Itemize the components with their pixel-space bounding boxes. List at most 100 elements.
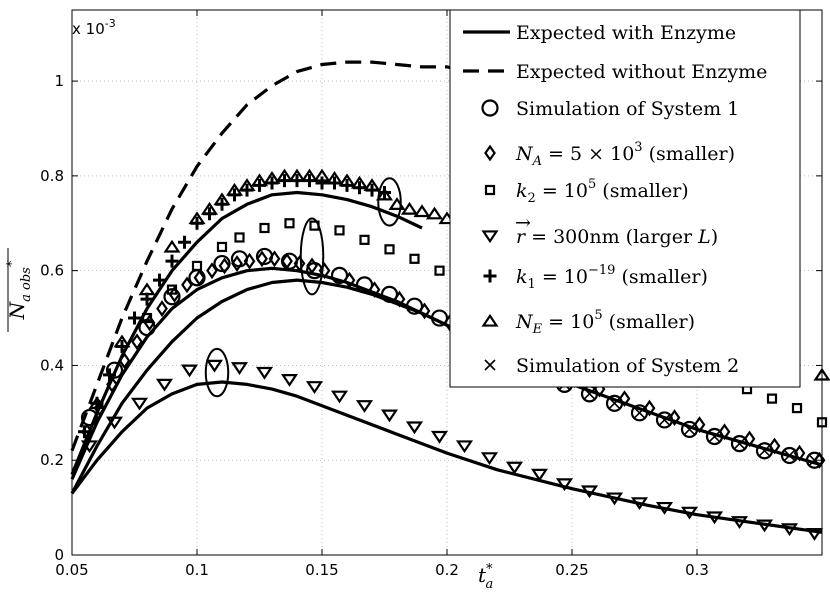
legend: Expected with Enzyme Expected without Enz…	[449, 9, 801, 388]
y-tick-label: 0.6	[40, 262, 64, 280]
series-line-expected-n-e-10-5	[70, 190, 423, 476]
data-point-r-300nm-larger-l	[180, 364, 199, 378]
data-point-n-e-10-5-smaller	[238, 178, 256, 191]
data-point-r-300nm-larger-l	[355, 400, 374, 413]
x-tick-label: 0.25	[555, 561, 588, 579]
data-point-k-2-10-5-smaller	[409, 253, 420, 264]
data-point-n-a-5-10-3-smaller	[618, 390, 631, 408]
data-point-k-2-10-5-smaller	[141, 312, 153, 324]
legend-label-expected-with-enzyme: Expected with Enzyme	[516, 22, 736, 44]
data-point-n-e-10-5-smaller	[313, 168, 331, 182]
data-point-n-a-5-10-3-smaller	[793, 444, 806, 462]
x-tick-label: 0.15	[305, 561, 338, 579]
data-point-k-2-10-5-smaller	[234, 232, 245, 243]
legend-circle-marker	[481, 99, 499, 117]
data-point-n-a-5-10-3-smaller	[643, 399, 656, 417]
legend-label-expected-without-enzyme: Expected without Enzyme	[516, 61, 767, 83]
data-point-n-a-5-10-3-smaller	[131, 333, 143, 351]
legend-x-marker	[484, 359, 496, 371]
data-point-r-300nm-larger-l	[155, 378, 174, 392]
legend-label-r: r = 300nm (larger L)	[516, 226, 718, 248]
data-point-k-1-10-19-smaller	[178, 235, 191, 249]
data-point-n-e-10-5-smaller	[113, 334, 131, 348]
data-point-simulation-of-system-2	[658, 414, 671, 426]
data-point-n-a-5-10-3-smaller	[768, 437, 781, 455]
data-point-n-e-10-5-smaller	[413, 204, 431, 218]
data-point-r-300nm-larger-l	[480, 452, 499, 466]
legend-triangle-down-marker	[481, 230, 499, 244]
legend-box	[449, 9, 801, 388]
data-point-k-2-10-5-smaller	[791, 402, 803, 414]
data-point-n-a-5-10-3-smaller	[118, 352, 131, 370]
data-point-n-e-10-5-smaller	[288, 168, 306, 182]
data-point-n-e-10-5-smaller	[200, 201, 219, 215]
data-point-n-a-5-10-3-smaller	[193, 269, 206, 287]
data-point-simulation-of-system-1	[105, 361, 124, 379]
data-point-r-300nm-larger-l	[805, 528, 824, 541]
data-point-n-a-5-10-3-smaller	[281, 252, 293, 270]
data-point-n-a-5-10-3-smaller	[218, 257, 231, 275]
data-point-k-2-10-5-smaller	[216, 241, 228, 253]
data-point-n-e-10-5-smaller	[338, 173, 356, 187]
data-point-r-300nm-larger-l	[80, 440, 99, 454]
data-point-r-300nm-larger-l	[130, 397, 149, 411]
legend-label-simulation-system-2: Simulation of System 2	[516, 355, 739, 377]
data-point-r-300nm-larger-l	[605, 492, 624, 506]
data-point-k-1-10-19-smaller	[103, 368, 116, 382]
x-axis-label: t* a	[478, 562, 493, 592]
data-point-n-e-10-5-smaller	[363, 178, 381, 191]
data-point-simulation-of-system-2	[733, 438, 746, 450]
data-point-n-e-10-5-smaller	[250, 173, 269, 187]
y-tick-label: 0	[54, 546, 64, 564]
data-point-n-a-5-10-3-smaller	[668, 409, 681, 426]
data-point-r-300nm-larger-l	[680, 506, 699, 520]
data-point-r-300nm-larger-l	[430, 430, 449, 444]
data-point-n-e-10-5-smaller	[225, 182, 244, 196]
data-point-k-2-10-5-smaller	[259, 222, 270, 234]
data-point-k-2-10-5-smaller	[166, 284, 178, 295]
x-tick-label: 0.05	[55, 561, 88, 579]
x-tick-label: 0.3	[685, 561, 709, 579]
data-point-simulation-of-system-1	[80, 408, 99, 427]
data-point-n-a-5-10-3-smaller	[368, 281, 381, 299]
data-point-k-2-10-5-smaller	[284, 218, 295, 229]
data-point-simulation-of-system-2	[708, 430, 721, 443]
y-tick-label: 0.4	[40, 356, 64, 374]
data-point-r-300nm-larger-l	[205, 359, 224, 373]
legend-label-ne: NE = 105 (smaller)	[515, 308, 695, 337]
data-point-k-2-10-5-smaller	[766, 393, 778, 404]
data-point-n-a-5-10-3-smaller	[743, 430, 756, 448]
data-point-k-2-10-5-smaller	[191, 260, 203, 272]
data-point-n-a-5-10-3-smaller	[168, 285, 181, 303]
data-point-simulation-of-system-2	[683, 423, 696, 435]
data-point-n-a-5-10-3-smaller	[143, 314, 156, 332]
annotation-ellipse	[377, 177, 402, 227]
data-point-k-2-10-5-smaller	[384, 244, 395, 255]
legend-square-marker	[484, 184, 496, 196]
x-tick-label: 0.1	[185, 561, 209, 579]
legend-plus-marker	[483, 269, 497, 283]
data-point-n-e-10-5-smaller	[263, 171, 281, 184]
data-point-r-300nm-larger-l	[580, 485, 599, 499]
data-point-k-2-10-5-smaller	[434, 265, 445, 276]
data-point-k-1-10-19-smaller	[315, 176, 329, 190]
legend-diamond-marker	[484, 144, 496, 162]
data-point-r-300nm-larger-l	[780, 523, 799, 537]
data-point-n-a-5-10-3-smaller	[343, 271, 356, 289]
legend-label-simulation-system-1: Simulation of System 1	[516, 98, 739, 120]
x-tick-label: 0.2	[435, 561, 459, 579]
data-point-n-e-10-5-smaller	[88, 396, 106, 409]
annotations	[204, 177, 402, 398]
legend-label-k1: k1 = 10−19 (smaller)	[516, 263, 708, 292]
data-point-n-a-5-10-3-smaller	[293, 255, 306, 272]
y-axis-label: Na obs*	[5, 260, 34, 320]
data-point-n-a-5-10-3-smaller	[106, 375, 118, 393]
data-point-r-300nm-larger-l	[755, 519, 774, 533]
data-point-n-e-10-5-smaller	[300, 168, 319, 182]
data-point-n-e-10-5-smaller	[350, 175, 369, 189]
data-point-simulation-of-system-2	[608, 397, 621, 409]
data-point-r-300nm-larger-l	[555, 478, 574, 492]
data-point-n-a-5-10-3-smaller	[243, 252, 256, 270]
y-axis-ticks: 0 0.2 0.4 0.6 0.8 1	[40, 72, 822, 564]
